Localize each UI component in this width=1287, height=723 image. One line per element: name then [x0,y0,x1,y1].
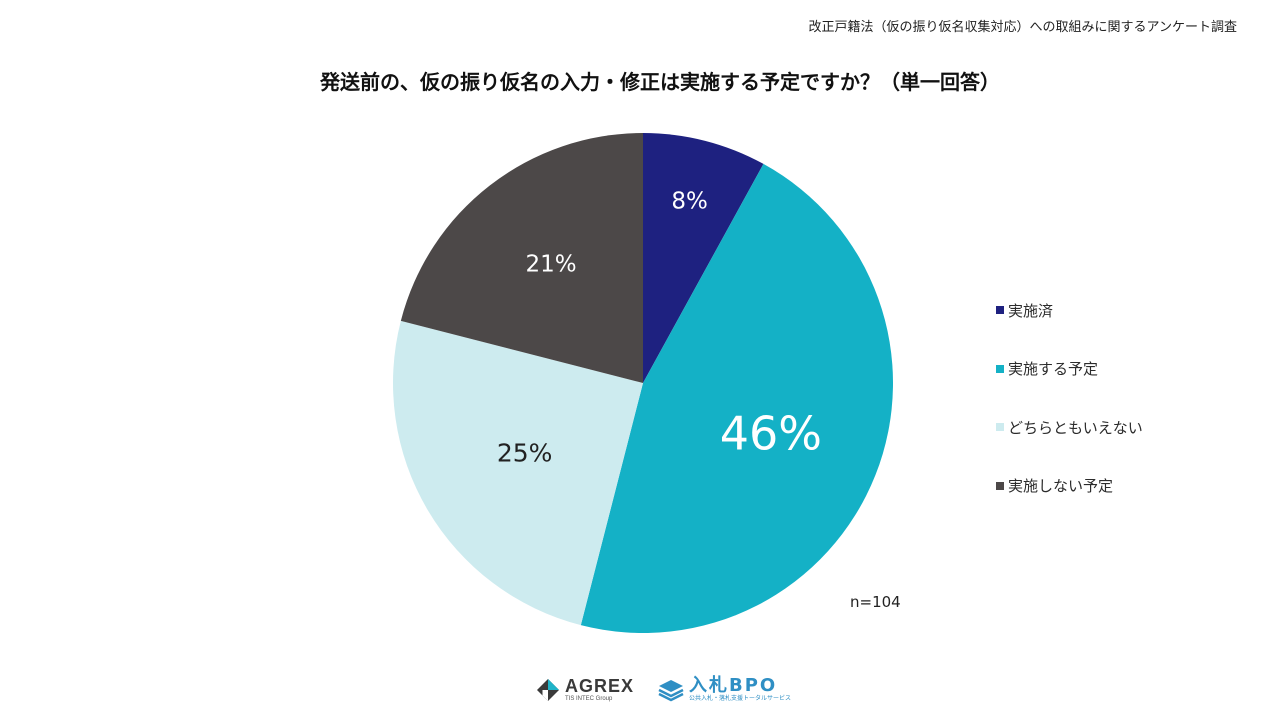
pie-label-not-planned: 21% [526,251,577,277]
legend-swatch-planned [996,364,1004,373]
legend-swatch-undecided [996,423,1004,431]
sample-size: n=104 [850,593,901,611]
bpo-logo: 入札BPO 公共入札・落札支援トータルサービス [658,676,791,703]
legend-item-planned: 実施する予定 [996,355,1143,383]
legend-swatch-implemented [996,306,1004,314]
legend-swatch-not-planned [996,481,1004,490]
legend-label-undecided: どちらともいえない [1008,418,1143,437]
pie-label-planned: 46% [720,407,822,461]
legend-item-undecided: どちらともいえない [996,413,1143,441]
legend-label-not-planned: 実施しない予定 [1008,477,1114,495]
pie-slice-planned [580,163,894,634]
agrex-logo: AGREX TIS INTEC Group [536,677,634,703]
legend-item-implemented: 実施済 [996,296,1143,324]
pie-label-implemented: 8% [671,188,708,214]
footer-logos: AGREX TIS INTEC Group 入札BPO 公共入札・落札支援トータ… [536,676,791,703]
legend-label-planned: 実施する予定 [1008,360,1099,378]
pie-slice-not-planned [400,133,643,383]
legend-label-implemented: 実施済 [1008,301,1054,320]
pie-label-undecided: 25% [497,438,553,467]
agrex-logo-sub: TIS INTEC Group [565,695,613,702]
bpo-logo-name: 入札BPO [689,675,778,696]
legend-item-not-planned: 実施しない予定 [996,472,1143,500]
survey-name: 改正戸籍法（仮の振り仮名収集対応）への取組みに関するアンケート調査 [808,20,1237,35]
pie-slice-implemented [643,133,764,383]
stack-layers-icon [658,679,684,701]
pie-slice-undecided [393,320,643,626]
agrex-logo-name: AGREX [565,675,635,696]
chart-title: 発送前の、仮の振り仮名の入力・修正は実施する予定ですか？（単一回答） [320,70,1000,94]
legend: 実施済 実施する予定 どちらともいえない 実施しない予定 [996,296,1143,530]
agrex-mark-icon [537,678,559,701]
bpo-logo-sub: 公共入札・落札支援トータルサービス [689,695,792,702]
